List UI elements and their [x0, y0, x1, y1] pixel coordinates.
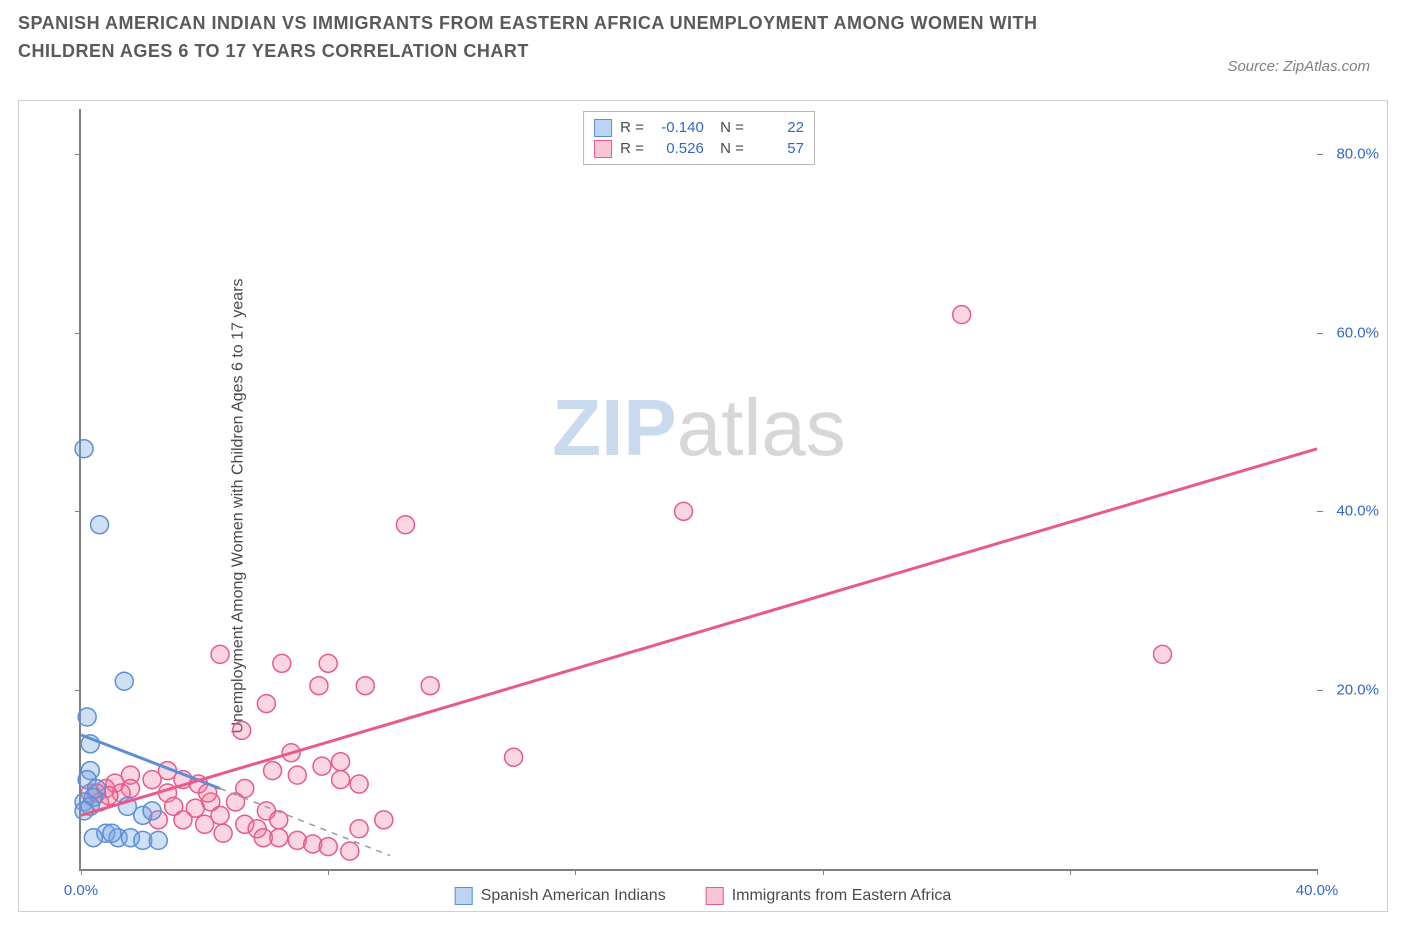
bottom-legend: Spanish American Indians Immigrants from… — [455, 887, 952, 905]
x-tick-label: 40.0% — [1296, 882, 1339, 899]
legend-label: Spanish American Indians — [481, 887, 666, 905]
plot-area: ZIPatlas R = -0.140 N = 22 R = 0.526 N =… — [79, 109, 1317, 871]
stat-label: N = — [712, 138, 744, 159]
series-swatch-icon — [706, 887, 724, 905]
stat-value: 22 — [752, 117, 804, 138]
legend-item: Spanish American Indians — [455, 887, 666, 905]
legend-item: Immigrants from Eastern Africa — [706, 887, 952, 905]
stats-legend-box: R = -0.140 N = 22 R = 0.526 N = 57 — [583, 111, 815, 165]
source-attribution: Source: ZipAtlas.com — [1227, 58, 1370, 75]
y-tick-label: 40.0% — [1336, 503, 1379, 520]
stat-value: 0.526 — [652, 138, 704, 159]
stats-row: R = 0.526 N = 57 — [594, 138, 804, 159]
series-swatch-icon — [594, 119, 612, 137]
stat-value: -0.140 — [652, 117, 704, 138]
stat-value: 57 — [752, 138, 804, 159]
stat-label: R = — [620, 138, 644, 159]
legend-label: Immigrants from Eastern Africa — [732, 887, 952, 905]
y-tick-label: 80.0% — [1336, 145, 1379, 162]
stat-label: N = — [712, 117, 744, 138]
scatter-svg — [81, 109, 1317, 869]
y-tick-label: 60.0% — [1336, 324, 1379, 341]
series-swatch-icon — [594, 140, 612, 158]
x-tick-label: 0.0% — [64, 882, 98, 899]
stat-label: R = — [620, 117, 644, 138]
stats-row: R = -0.140 N = 22 — [594, 117, 804, 138]
y-tick-label: 20.0% — [1336, 682, 1379, 699]
chart-container: Unemployment Among Women with Children A… — [18, 100, 1388, 912]
chart-title: SPANISH AMERICAN INDIAN VS IMMIGRANTS FR… — [18, 10, 1078, 66]
series-swatch-icon — [455, 887, 473, 905]
